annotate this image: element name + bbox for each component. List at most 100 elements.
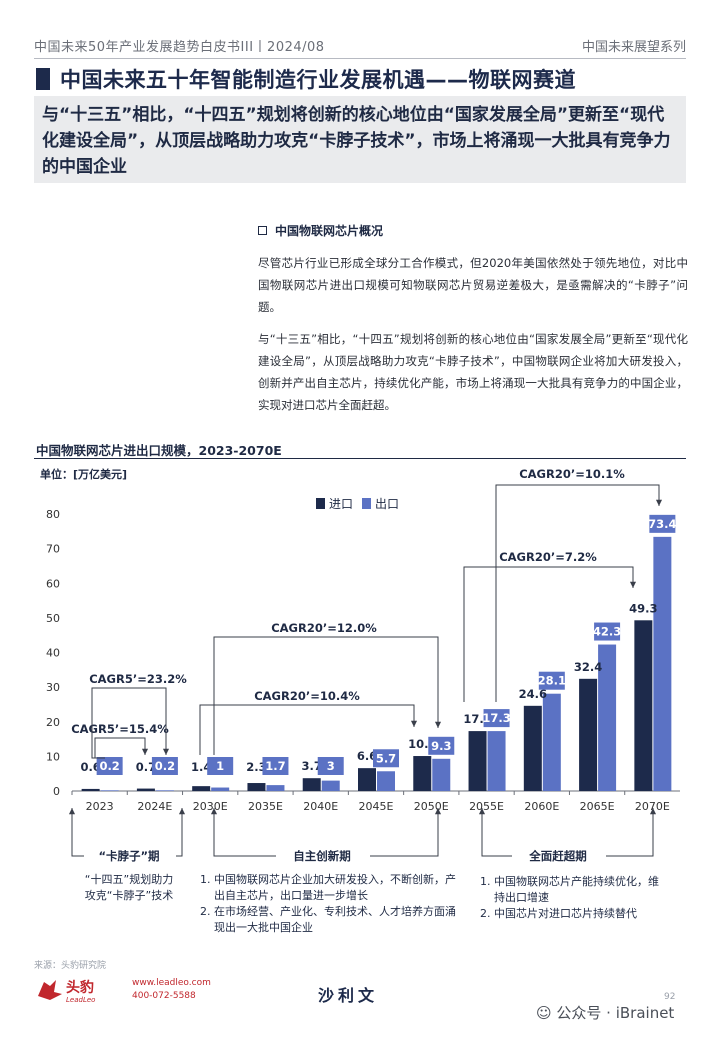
legend-swatch-export xyxy=(362,498,371,509)
bar-export xyxy=(321,780,340,791)
export-value-box xyxy=(207,757,234,775)
cagr-arrow-6 xyxy=(495,484,660,702)
export-value-box xyxy=(538,671,565,690)
cagr-arrow-1-head xyxy=(141,748,149,755)
cagr-arrow-2-head xyxy=(162,748,170,755)
x-tick-label: 2060E xyxy=(524,800,559,813)
paragraph-1: 尽管芯片行业已形成全球分工合作模式，但2020年美国依然处于领先地位，对比中国物… xyxy=(258,256,688,314)
cagr-annotation-1: CAGR5’=15.4% xyxy=(71,722,169,736)
import-value-label: 6.6 xyxy=(357,749,377,763)
leadleo-logo: 头豹 LeadLeo xyxy=(38,979,95,1004)
x-tick-label: 2030E xyxy=(193,800,228,813)
header-left: 中国未来50年产业发展趋势白皮书III丨2024/08 xyxy=(34,40,325,55)
cagr-arrow-5 xyxy=(463,566,634,702)
frost-sullivan-mark: 沙利文 xyxy=(318,986,379,1005)
export-value-box xyxy=(262,757,289,775)
phase-3-item-1: 中国物联网芯片产能持续优化，维持出口增速 xyxy=(494,874,666,906)
bar-import xyxy=(523,705,542,791)
bar-import xyxy=(634,620,653,791)
x-tick-label: 2023 xyxy=(86,800,114,813)
chart-title: 中国物联网芯片进出口规模，2023-2070E xyxy=(36,443,282,458)
import-value-label: 32.4 xyxy=(574,660,602,674)
cagr-arrow-4 xyxy=(213,636,439,755)
bar-import xyxy=(468,731,487,791)
phase-bracket-1b xyxy=(176,842,183,857)
import-value-label: 24.6 xyxy=(519,687,547,701)
x-tick-label: 2035E xyxy=(248,800,283,813)
title-marker xyxy=(36,68,50,90)
y-tick-label: 50 xyxy=(46,612,60,625)
subtitle: 与“十三五”相比，“十四五”规划将创新的核心地位由“国家发展全局”更新至“现代化… xyxy=(42,105,671,177)
export-value-box xyxy=(483,709,510,728)
cagr-arrow-3-head xyxy=(410,720,418,727)
bar-import xyxy=(247,783,266,791)
logo-text: 头豹 xyxy=(66,979,94,996)
phase-3-item-2: 中国芯片对进口芯片持续替代 xyxy=(494,906,666,922)
phone-number: 400-072-5588 xyxy=(132,991,196,1001)
y-tick-label: 80 xyxy=(46,508,60,521)
export-value-box xyxy=(649,514,676,533)
x-tick-label: 2070E xyxy=(635,800,670,813)
x-tick-label: 2040E xyxy=(303,800,338,813)
section-heading: 中国物联网芯片概况 xyxy=(258,222,383,239)
export-value-label: 28.1 xyxy=(538,674,566,688)
bar-import xyxy=(136,788,155,791)
bar-export xyxy=(487,731,506,791)
bar-export xyxy=(100,790,119,791)
header-divider xyxy=(34,58,686,59)
y-tick-label: 0 xyxy=(53,785,60,798)
source-note: 来源：头豹研究院 xyxy=(34,961,107,971)
export-value-box xyxy=(594,622,621,641)
phase-arrow-2024-head xyxy=(178,808,186,815)
phase-label-3: 全面赶超期 xyxy=(529,849,587,863)
import-value-label: 49.3 xyxy=(629,601,657,615)
bar-import xyxy=(302,778,321,791)
y-tick-label: 20 xyxy=(46,716,60,729)
subtitle-box: 与“十三五”相比，“十四五”规划将创新的核心地位由“国家发展全局”更新至“现代化… xyxy=(34,96,686,183)
x-tick-label: 2024E xyxy=(137,800,172,813)
bar-export xyxy=(542,693,561,791)
legend-swatch-import xyxy=(316,498,325,509)
bar-export xyxy=(155,790,174,791)
export-value-label: 1 xyxy=(216,759,224,773)
x-tick-label: 2045E xyxy=(359,800,394,813)
phase-bracket-3a xyxy=(481,842,512,857)
import-value-label: 0.6 xyxy=(80,760,100,774)
bar-export xyxy=(211,787,230,791)
legend-label-export: 出口 xyxy=(375,497,399,511)
bar-export xyxy=(598,644,617,791)
phase-arrow-2055-head xyxy=(478,808,486,815)
bar-export xyxy=(377,771,395,791)
export-value-label: 0.2 xyxy=(99,759,119,773)
export-value-box xyxy=(428,736,455,755)
export-value-label: 3 xyxy=(327,759,335,773)
wechat-watermark: ☺ 公众号 · iBrainet xyxy=(536,1002,674,1023)
import-value-label: 1.4 xyxy=(191,760,211,774)
phase-bracket-2a xyxy=(213,842,276,857)
phase-desc-2: 中国物联网芯片企业加大研发投入，不断创新，产出自主芯片，出口量进一步增长 在市场… xyxy=(196,872,458,936)
cagr-annotation-3: CAGR20’=10.4% xyxy=(254,689,360,703)
cagr-annotation-2: CAGR5’=23.2% xyxy=(89,672,187,686)
page-number: 92 xyxy=(664,992,676,1002)
cagr-annotation-6: CAGR20’=10.1% xyxy=(519,467,625,481)
phase-arrow-2030-head xyxy=(210,808,218,815)
logo-subtext: LeadLeo xyxy=(66,996,95,1004)
cagr-annotation-5: CAGR20’=7.2% xyxy=(499,550,597,564)
phase-label-1: “卡脖子”期 xyxy=(98,849,160,863)
x-tick-label: 2065E xyxy=(580,800,615,813)
bar-import xyxy=(413,756,432,791)
cagr-arrow-1 xyxy=(94,737,146,758)
import-value-label: 0.7 xyxy=(136,760,156,774)
import-value-label: 2.3 xyxy=(246,760,266,774)
wechat-icon: ☺ xyxy=(536,1004,557,1022)
bar-export xyxy=(653,536,672,791)
export-value-label: 73.4 xyxy=(648,517,676,531)
export-value-label: 17.3 xyxy=(482,711,510,725)
phase-arrow-2070-head xyxy=(649,808,657,815)
section-heading-text: 中国物联网芯片概况 xyxy=(275,224,384,238)
phase-desc-1: “十四五”规划助力攻克“卡脖子”技术 xyxy=(84,873,174,902)
website-link[interactable]: www.leadleo.com xyxy=(132,978,211,988)
chart-title-divider xyxy=(34,458,686,459)
export-value-box xyxy=(373,749,399,768)
